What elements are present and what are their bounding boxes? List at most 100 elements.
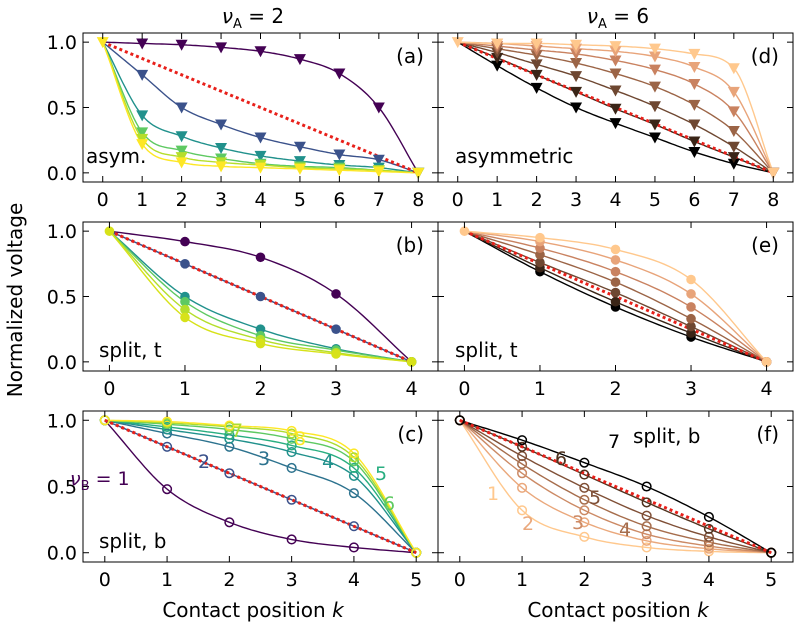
y-tick-label-a-1: 1.0	[47, 32, 77, 54]
data-point-e-3-3	[686, 321, 696, 332]
data-point-d-1-7	[727, 158, 740, 170]
y-tick-label-a-0.5: 0.5	[47, 98, 77, 120]
data-point-e-7-3	[686, 274, 696, 285]
data-point-b-6-1	[180, 312, 190, 323]
data-point-a-4-1	[136, 127, 149, 139]
data-point-a-2-5	[293, 141, 306, 153]
data-point-f-7-2	[579, 457, 590, 468]
data-point-f-2-3	[641, 535, 652, 546]
data-point-d-4-5	[648, 81, 661, 93]
y-tick-label-c-0: 0.0	[47, 543, 77, 565]
data-point-c-2-3	[286, 494, 297, 505]
y-tick-label-c-0.5: 0.5	[47, 477, 77, 499]
panel-a: 0 1 2 3 4 5 6 7 8 0.0 0.5 1.0 (a) asym.	[47, 32, 439, 211]
x-tick-label-f-5: 5	[765, 569, 777, 591]
data-point-f-6-1	[517, 441, 528, 452]
x-tick-label-b-0: 0	[103, 378, 115, 400]
x-tick-label-e-2: 2	[609, 378, 621, 400]
x-tick-label-b-2: 2	[254, 378, 266, 400]
data-point-d-3-3	[570, 71, 583, 83]
data-point-d-7-1	[491, 38, 504, 50]
x-tick-label-c-5: 5	[410, 569, 422, 591]
data-point-d-2-7	[727, 152, 740, 164]
x-tick-label-d-1: 1	[491, 189, 503, 211]
data-point-c-2-2	[224, 468, 235, 479]
data-point-c-5-4	[348, 462, 359, 474]
data-point-f-4-4	[703, 537, 714, 548]
data-point-c-4-3	[286, 447, 297, 458]
series-label-f-4: 4	[619, 519, 631, 541]
data-point-e-4-2	[610, 277, 621, 287]
panel-label-d: (d)	[751, 44, 779, 68]
data-point-b-5-1	[180, 304, 190, 315]
series-line-c-5	[104, 419, 417, 554]
data-point-f-6-3	[641, 497, 652, 508]
data-point-f-5-2	[579, 482, 590, 493]
series-line-f-5	[459, 419, 772, 554]
data-point-a-1-7	[372, 102, 385, 114]
data-point-e-3-1	[535, 257, 545, 268]
reference-line-f	[459, 418, 772, 555]
data-point-a-6-8	[412, 167, 425, 179]
data-point-a-6-1	[136, 139, 149, 151]
panel-label-f: (f)	[756, 422, 779, 446]
data-point-e-3-2	[610, 287, 621, 298]
x-tick-label-a-5: 5	[294, 189, 306, 211]
x-tick-label-a-7: 7	[373, 189, 385, 211]
data-point-d-7-0	[451, 37, 464, 49]
data-point-b-2-2	[255, 291, 266, 302]
x-tick-label-a-6: 6	[333, 189, 345, 211]
data-point-c-1-4	[348, 542, 359, 553]
x-tick-label-f-4: 4	[703, 569, 715, 591]
data-point-c-1-1	[162, 484, 173, 495]
data-point-e-6-3	[686, 289, 696, 299]
data-point-a-6-4	[254, 162, 267, 174]
x-tick-label-d-6: 6	[688, 189, 700, 211]
x-tick-label-f-0: 0	[454, 569, 466, 591]
data-point-c-5-3	[286, 440, 297, 451]
data-point-f-1-2	[579, 531, 590, 542]
data-point-a-3-1	[136, 110, 149, 122]
x-tick-label-b-4: 4	[406, 378, 418, 400]
data-point-a-2-3	[215, 119, 228, 131]
data-point-d-7-6	[688, 48, 701, 60]
data-point-b-2-3	[331, 324, 341, 334]
data-point-a-2-2	[175, 102, 188, 114]
panel-b: 0 1 2 3 4 0.0 0.5 1.0 (b) split, t	[47, 221, 439, 400]
x-tick-label-f-1: 1	[516, 569, 528, 591]
data-point-d-1-3	[570, 102, 583, 114]
data-point-d-2-6	[688, 136, 701, 148]
data-point-b-4-1	[180, 296, 190, 307]
data-point-d-6-5	[648, 51, 661, 63]
series-line-c-3	[104, 419, 417, 554]
data-point-d-2-3	[570, 86, 583, 98]
data-point-d-5-4	[609, 55, 622, 67]
data-point-d-7-2	[530, 38, 543, 50]
panel-annotation-f: split, b	[633, 424, 700, 448]
y-tick-label-b-0.5: 0.5	[47, 287, 77, 309]
data-point-d-3-5	[648, 101, 661, 113]
data-point-c-3-4	[348, 488, 359, 499]
x-tick-label-b-3: 3	[330, 378, 342, 400]
panel-c: 0 1 2 3 4 5 0.0 0.5 1.0 (c) split, b νB = 1 2 3 4 5 6 7 8	[47, 410, 439, 591]
panel-annotation-a: asym.	[86, 144, 146, 168]
series-label-f-6: 6	[555, 448, 567, 470]
data-point-d-3-2	[530, 59, 543, 71]
x-tick-label-a-3: 3	[215, 189, 227, 211]
series-line-f-1	[459, 419, 772, 554]
series-label-f-7: 7	[608, 431, 620, 453]
data-point-f-6-2	[579, 469, 590, 480]
series-label-c-7: 7	[231, 420, 243, 442]
data-point-d-7-7	[727, 63, 740, 75]
x-tick-label-d-5: 5	[649, 189, 661, 211]
data-point-d-7-8	[767, 167, 780, 179]
series-line-f-7	[459, 419, 772, 554]
data-point-b-1-1	[180, 236, 190, 247]
data-point-a-6-7	[372, 166, 385, 178]
data-point-d-6-7	[727, 86, 740, 98]
data-point-d-7-5	[648, 43, 661, 55]
data-point-b-6-4	[406, 357, 417, 367]
data-point-a-2-1	[136, 69, 149, 81]
data-point-d-6-6	[688, 61, 701, 73]
